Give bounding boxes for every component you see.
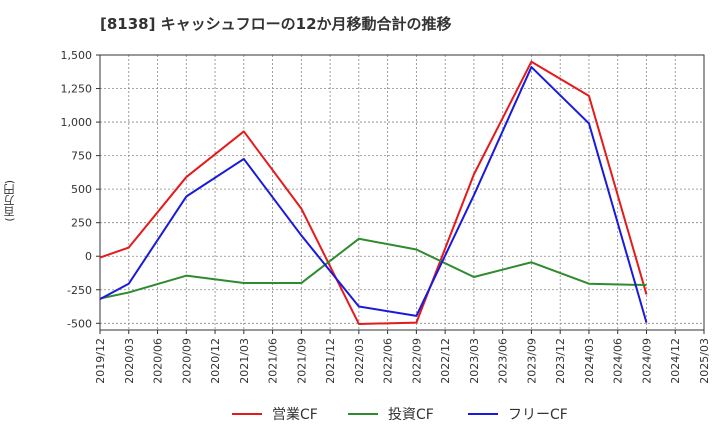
x-tick-label: 2024/06 — [612, 338, 625, 384]
y-tick-label: 0 — [85, 250, 92, 263]
y-tick-label: -250 — [67, 284, 92, 297]
legend-swatch-operating-cf — [232, 413, 262, 415]
x-tick-label: 2022/12 — [439, 338, 452, 384]
series-line-0 — [99, 60, 648, 325]
legend-label-investing-cf: 投資CF — [388, 407, 434, 423]
x-tick-label: 2025/03 — [698, 338, 711, 384]
legend-swatch-investing-cf — [348, 413, 378, 415]
y-tick-label: 1,500 — [61, 49, 93, 62]
legend: 営業CF 投資CF フリーCF — [0, 402, 720, 426]
y-tick-label: 1,250 — [61, 83, 93, 96]
series-line-2 — [99, 66, 648, 323]
x-tick-label: 2023/03 — [468, 338, 481, 384]
x-tick-label: 2020/12 — [209, 338, 222, 384]
x-tick-label: 2020/03 — [123, 338, 136, 384]
legend-item-free-cf: フリーCF — [468, 402, 568, 426]
x-tick-label: 2023/12 — [554, 338, 567, 384]
x-tick-label: 2021/09 — [295, 338, 308, 384]
x-tick-label: 2021/12 — [324, 338, 337, 384]
x-tick-label: 2022/09 — [410, 338, 423, 384]
y-tick-label: 500 — [71, 183, 92, 196]
x-tick-label: 2020/06 — [152, 338, 165, 384]
legend-label-operating-cf: 営業CF — [272, 407, 318, 423]
series-lines — [99, 60, 648, 325]
y-axis-ticks: 1,500 1,250 1,000 750 500 250 0 -250 -500 — [61, 49, 100, 330]
grid — [99, 54, 705, 330]
chart-title: [8138] キャッシュフローの12か月移動合計の推移 — [100, 15, 452, 33]
x-tick-label: 2024/12 — [669, 338, 682, 384]
y-tick-label: -500 — [67, 317, 92, 330]
legend-label-free-cf: フリーCF — [508, 407, 568, 423]
legend-item-operating-cf: 営業CF — [232, 402, 318, 426]
y-tick-label: 750 — [71, 150, 92, 163]
x-axis-ticks: 2019/12 2020/03 2020/06 2020/09 2020/12 2021/… — [94, 330, 711, 384]
x-tick-label: 2022/06 — [382, 338, 395, 384]
x-tick-label: 2019/12 — [94, 338, 107, 384]
y-tick-label: 1,000 — [61, 116, 93, 129]
x-tick-label: 2023/09 — [525, 338, 538, 384]
legend-item-investing-cf: 投資CF — [348, 402, 434, 426]
x-tick-label: 2022/03 — [353, 338, 366, 384]
y-tick-label: 250 — [71, 217, 92, 230]
x-tick-label: 2024/09 — [640, 338, 653, 384]
x-tick-label: 2024/03 — [583, 338, 596, 384]
legend-swatch-free-cf — [468, 413, 498, 415]
x-tick-label: 2023/06 — [497, 338, 510, 384]
x-tick-label: 2020/09 — [180, 338, 193, 384]
plot-area-frame — [99, 54, 705, 331]
x-tick-label: 2021/06 — [267, 338, 280, 384]
x-tick-label: 2021/03 — [238, 338, 251, 384]
